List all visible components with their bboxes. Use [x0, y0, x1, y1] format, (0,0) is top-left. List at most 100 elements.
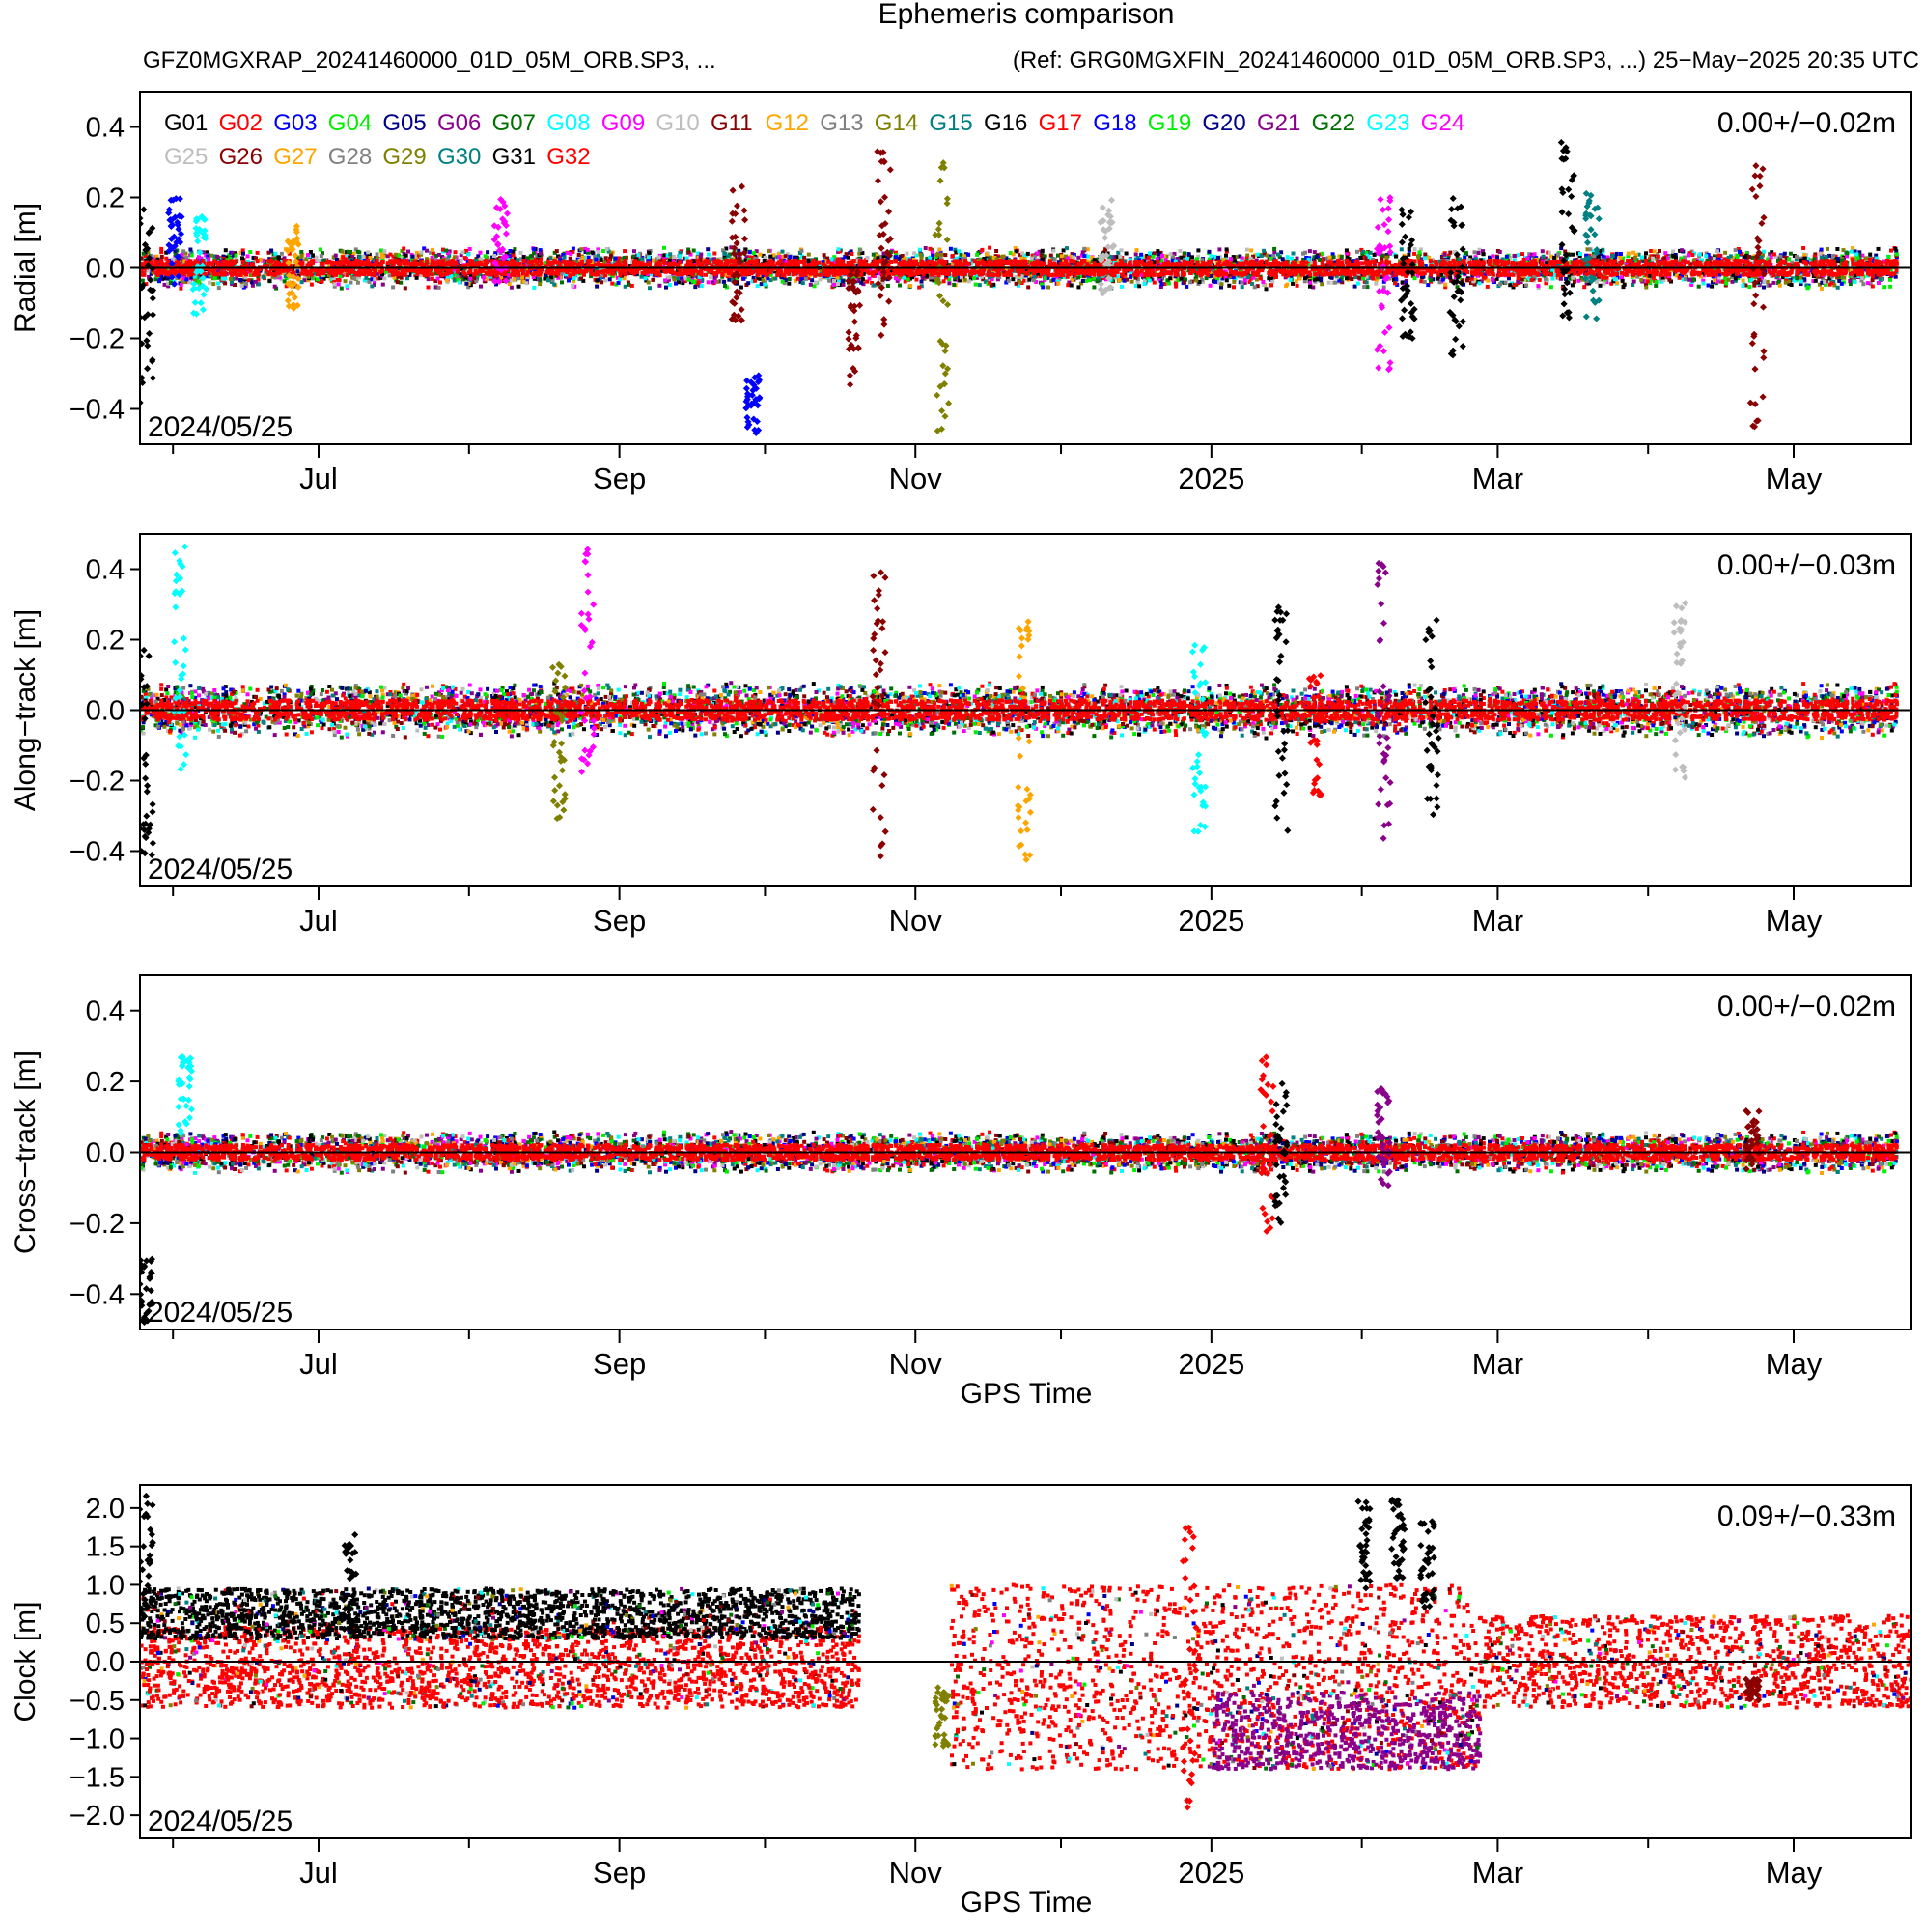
- data-point: [1420, 257, 1424, 262]
- data-point: [1115, 274, 1120, 279]
- data-point: [693, 271, 698, 276]
- data-point: [927, 273, 932, 278]
- data-point: [264, 271, 268, 275]
- data-point: [686, 250, 691, 255]
- data-point: [861, 282, 866, 287]
- data-point: [783, 278, 788, 282]
- data-point: [1307, 260, 1312, 265]
- data-point: [206, 254, 210, 259]
- data-point: [1082, 246, 1087, 251]
- data-point: [595, 278, 600, 283]
- data-point: [273, 251, 278, 256]
- data-point: [1133, 252, 1138, 257]
- data-point: [1368, 272, 1373, 277]
- data-point: [585, 247, 590, 252]
- data-point: [1276, 252, 1280, 257]
- data-point: [1520, 252, 1524, 257]
- data-point: [314, 255, 319, 260]
- data-point: [814, 280, 818, 285]
- data-point: [1247, 280, 1252, 285]
- data-point: [560, 280, 564, 285]
- data-point: [1065, 246, 1069, 251]
- data-point: [627, 282, 631, 287]
- data-point: [898, 275, 903, 279]
- data-point: [1456, 257, 1460, 262]
- data-point: [1532, 252, 1537, 257]
- data-point: [552, 282, 557, 287]
- data-point: [980, 247, 985, 252]
- data-point: [1598, 283, 1603, 288]
- data-point: [1704, 254, 1709, 259]
- data-point: [565, 251, 570, 255]
- data-point: [1839, 281, 1844, 286]
- data-point: [966, 279, 971, 284]
- data-point: [1859, 275, 1864, 280]
- data-point: [1634, 258, 1639, 263]
- data-point: [435, 276, 440, 281]
- data-point: [1321, 251, 1324, 256]
- data-point: [571, 246, 575, 251]
- data-point: [433, 254, 438, 258]
- data-point: [880, 281, 885, 286]
- data-point: [1090, 255, 1095, 260]
- data-point: [572, 284, 577, 289]
- data-point: [1799, 282, 1803, 286]
- data-point: [829, 257, 834, 262]
- data-point: [1608, 257, 1613, 262]
- data-point: [205, 274, 209, 279]
- data-point: [768, 278, 773, 283]
- data-point: [1014, 274, 1018, 279]
- data-point: [806, 252, 811, 257]
- data-point: [897, 256, 902, 261]
- data-point: [1269, 254, 1273, 259]
- data-point: [1784, 276, 1789, 280]
- data-point: [1806, 285, 1811, 290]
- data-point: [1381, 285, 1386, 290]
- data-point: [1038, 274, 1043, 279]
- data-point: [1314, 255, 1319, 260]
- data-point: [583, 250, 588, 254]
- data-point: [453, 255, 457, 260]
- data-point: [433, 279, 438, 284]
- data-point: [271, 257, 276, 262]
- data-point: [1379, 274, 1383, 279]
- data-point: [432, 257, 437, 262]
- data-point: [468, 274, 473, 279]
- data-point: [552, 250, 557, 255]
- data-point: [419, 252, 424, 257]
- data-point: [238, 278, 243, 283]
- data-point: [825, 256, 829, 261]
- data-point: [1022, 256, 1027, 261]
- data-point: [756, 276, 761, 281]
- data-point: [1667, 275, 1671, 280]
- data-point: [1485, 284, 1490, 289]
- data-point: [1683, 255, 1687, 260]
- data-point: [1591, 249, 1596, 254]
- data-point: [1158, 278, 1163, 283]
- data-point: [1004, 256, 1009, 261]
- data-point: [166, 284, 171, 289]
- data-point: [1116, 250, 1121, 255]
- data-point: [154, 254, 159, 259]
- data-point: [625, 255, 628, 260]
- data-point: [333, 253, 338, 258]
- data-point: [1173, 259, 1178, 264]
- data-point: [1129, 269, 1134, 274]
- data-point: [1029, 275, 1034, 280]
- data-point: [806, 276, 811, 281]
- data-point: [1040, 248, 1045, 253]
- data-point: [1478, 258, 1483, 263]
- data-point: [1345, 251, 1349, 256]
- data-point: [569, 251, 573, 256]
- data-point: [697, 275, 702, 279]
- data-point: [880, 257, 885, 262]
- data-point: [581, 278, 586, 283]
- data-point: [446, 256, 451, 261]
- data-point: [803, 276, 808, 281]
- data-point: [1543, 256, 1548, 261]
- data-point: [601, 249, 605, 253]
- data-point: [241, 285, 246, 290]
- data-point: [1333, 260, 1338, 265]
- data-point: [525, 256, 530, 261]
